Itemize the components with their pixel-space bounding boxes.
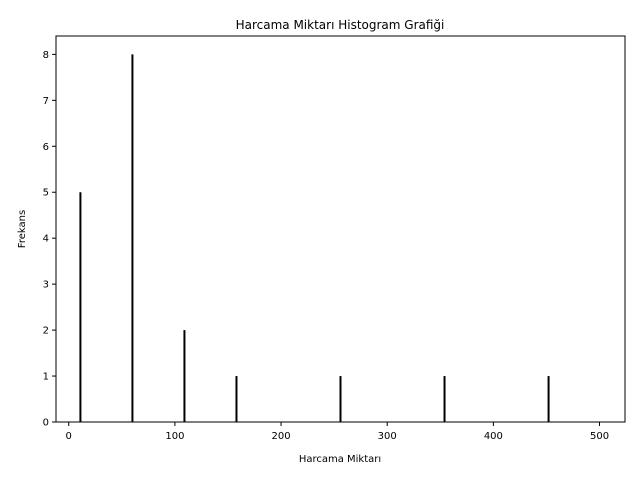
x-tick-label: 300: [378, 431, 397, 442]
x-tick-label: 100: [165, 431, 184, 442]
histogram-bar: [443, 376, 446, 422]
y-tick-label: 6: [43, 142, 49, 153]
y-tick-label: 8: [43, 50, 49, 61]
x-tick-label: 500: [590, 431, 609, 442]
bars-group: [79, 54, 550, 422]
y-tick-label: 5: [43, 188, 49, 199]
x-axis-label: Harcama Miktarı: [299, 454, 381, 465]
y-tick-label: 7: [43, 96, 49, 107]
histogram-bar: [339, 376, 342, 422]
y-tick-label: 0: [43, 418, 49, 429]
histogram-bar: [547, 376, 550, 422]
plot-area: [56, 36, 625, 422]
x-axis-ticks: 0 100 200 300 400 500: [66, 422, 609, 442]
histogram-bar: [235, 376, 238, 422]
y-axis-label: Frekans: [17, 210, 28, 248]
histogram-bar: [183, 330, 186, 422]
y-tick-label: 3: [43, 280, 49, 291]
plot-frame: [55, 35, 626, 423]
chart-title: Harcama Miktarı Histogram Grafiği: [236, 18, 445, 32]
y-axis-ticks: 0 1 2 3 4 5 6 7 8: [43, 50, 56, 429]
x-tick-label: 400: [484, 431, 503, 442]
y-tick-label: 1: [43, 372, 49, 383]
y-tick-label: 4: [43, 234, 49, 245]
y-tick-label: 2: [43, 326, 49, 337]
x-tick-label: 0: [66, 431, 72, 442]
histogram-bar: [131, 54, 134, 422]
histogram-bar: [79, 192, 82, 422]
x-tick-label: 200: [272, 431, 291, 442]
